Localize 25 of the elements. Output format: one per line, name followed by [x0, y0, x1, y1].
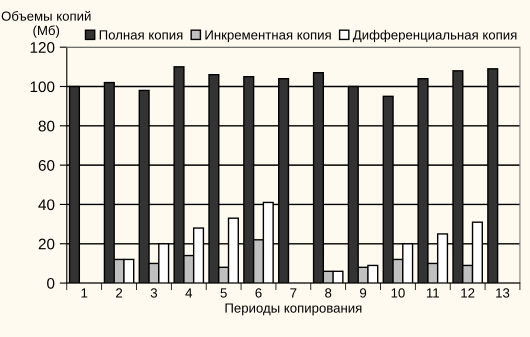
legend-label: Дифференциальная копия [352, 30, 516, 42]
x-tick-label: 3 [150, 288, 158, 298]
y-tick-label: 20 [38, 238, 54, 250]
x-tick-label: 5 [220, 288, 227, 298]
x-axis-title: Периоды копирования [225, 304, 362, 316]
y-tick-label: 0 [47, 278, 54, 289]
x-tick-label: 8 [325, 288, 332, 298]
y-tick-label: 120 [30, 42, 54, 53]
x-tick-label: 6 [256, 288, 262, 298]
y-tick-label: 40 [38, 199, 54, 210]
x-tick-label: 13 [496, 288, 510, 298]
x-tick-label: 4 [185, 288, 192, 298]
y-axis-title: Объемы копий (Мб) [2, 10, 90, 38]
legend-label: Инкрементная копия [205, 30, 331, 42]
x-tick-label: 10 [392, 288, 405, 298]
y-tick-label: 60 [38, 160, 54, 171]
legend-label: Полная копия [100, 30, 182, 40]
x-tick-label: 1 [82, 288, 88, 298]
x-tick-label: 11 [426, 288, 439, 298]
x-tick-label: 2 [116, 288, 122, 298]
y-tick-label: 80 [38, 120, 54, 132]
x-tick-label: 7 [290, 288, 296, 298]
y-tick-label: 100 [30, 81, 54, 92]
x-tick-label: 9 [360, 288, 366, 298]
x-tick-label: 12 [461, 288, 474, 298]
